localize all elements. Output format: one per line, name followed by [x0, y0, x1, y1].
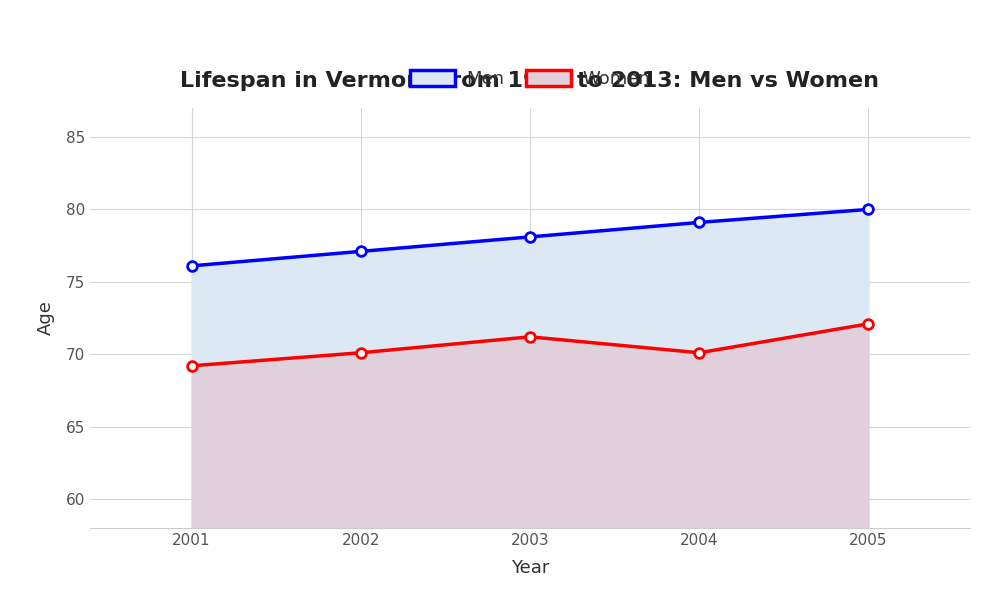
Title: Lifespan in Vermont from 1974 to 2013: Men vs Women: Lifespan in Vermont from 1974 to 2013: M… [180, 71, 880, 91]
X-axis label: Year: Year [511, 559, 549, 577]
Y-axis label: Age: Age [37, 301, 55, 335]
Legend: Men, Women: Men, Women [403, 62, 657, 95]
